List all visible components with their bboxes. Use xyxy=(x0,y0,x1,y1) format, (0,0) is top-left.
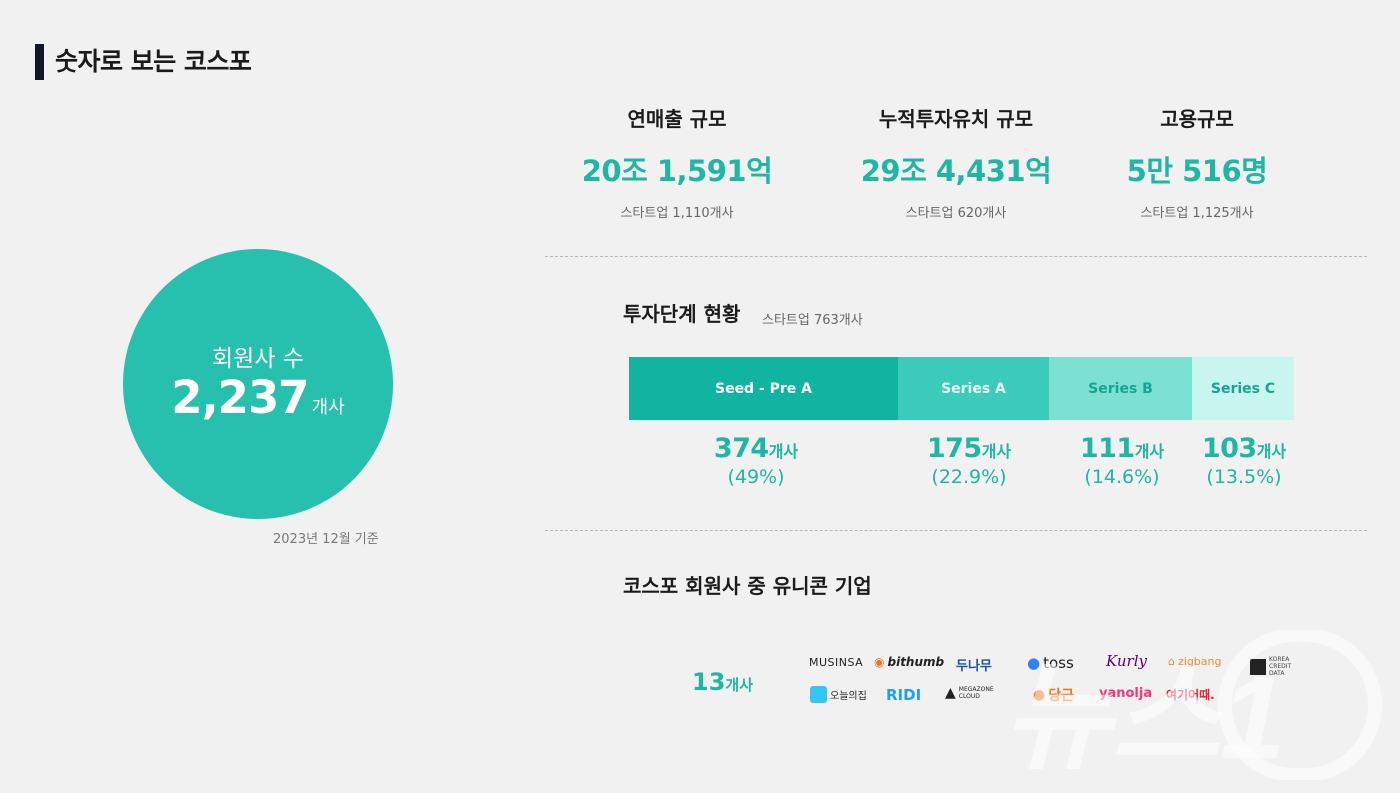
unicorn-count-unit: 개사 xyxy=(725,676,754,694)
stage-count-pct: (22.9%) xyxy=(931,466,1007,488)
stat-value: 29조 4,431억 xyxy=(860,154,1052,188)
news1-watermark-text: 뉴스1 xyxy=(1003,652,1286,780)
logo-zigbang-text: zigbang xyxy=(1177,655,1222,668)
logo-ohouse-text: 오늘의집 xyxy=(830,691,867,702)
member-count-label: 회원사 수 xyxy=(212,346,304,372)
stat-revenue: 연매출 규모 20조 1,591억 스타트업 1,110개사 xyxy=(547,104,807,221)
logo-yanolja-text: yanolja xyxy=(1099,686,1153,701)
logo-musinsa-text: MUSINSA xyxy=(809,656,864,669)
kcd-icon xyxy=(1250,658,1266,675)
logo-toss-text: toss xyxy=(1043,654,1074,672)
carrot-icon: ● xyxy=(1033,687,1046,703)
stage-count-series-b: 111개사 (14.6%) xyxy=(1052,433,1192,488)
stat-sub: 스타트업 1,125개사 xyxy=(1140,206,1254,221)
investment-title: 투자단계 현황 xyxy=(623,302,741,326)
news1-watermark-logo: 뉴스1 xyxy=(1003,628,1382,784)
stat-sub: 스타트업 1,110개사 xyxy=(620,206,734,221)
stage-bar-seed: Seed - Pre A xyxy=(629,357,898,420)
logo-ohouse: 오늘의집 xyxy=(810,686,867,703)
stat-value: 5만 516명 xyxy=(1126,154,1268,188)
investment-sub: 스타트업 763개사 xyxy=(762,313,863,328)
logo-ridi: RIDI xyxy=(886,686,921,704)
ohouse-icon xyxy=(810,686,827,703)
unicorn-count: 13개사 xyxy=(692,668,753,696)
stat-value: 20조 1,591억 xyxy=(581,154,773,188)
divider-bottom xyxy=(545,530,1367,531)
stage-count-number: 374 xyxy=(713,433,769,464)
logo-megazone-text: MEGAZONE CLOUD xyxy=(958,686,994,700)
logo-kcd-text: KOREA CREDIT DATA xyxy=(1269,656,1292,677)
logo-toss: ● toss xyxy=(1027,654,1074,672)
logo-ridi-text: RIDI xyxy=(886,686,922,704)
logo-musinsa: MUSINSA xyxy=(809,656,863,669)
stage-count-number: 111 xyxy=(1079,433,1135,464)
logo-daangn: ● 당근 xyxy=(1033,685,1074,705)
logo-kcd: KOREA CREDIT DATA xyxy=(1250,656,1302,677)
stat-investment: 누적투자유치 규모 29조 4,431억 스타트업 620개사 xyxy=(826,104,1086,221)
stage-count-series-c: 103개사 (13.5%) xyxy=(1174,433,1314,488)
stage-count-seed: 374개사 (49%) xyxy=(686,433,826,488)
logo-megazone: ▲ MEGAZONE CLOUD xyxy=(945,684,1007,701)
member-count-circle: 회원사 수 2,237 개사 xyxy=(123,249,393,519)
stage-bar-series-a: Series A xyxy=(898,357,1049,420)
stage-count-pct: (13.5%) xyxy=(1206,466,1282,488)
logo-dunamu: 두나무 xyxy=(956,655,992,674)
unicorn-count-number: 13 xyxy=(692,668,726,696)
stage-count-number: 175 xyxy=(926,433,982,464)
member-count-unit: 개사 xyxy=(311,397,345,418)
logo-kurly: Kurly xyxy=(1106,652,1147,670)
member-count-value-wrap: 2,237 개사 xyxy=(123,371,393,424)
bithumb-icon: ◉ xyxy=(874,655,885,669)
logo-bithumb: ◉ bithumb xyxy=(874,655,944,669)
stage-count-series-a: 175개사 (22.9%) xyxy=(899,433,1039,488)
as-of-date: 2023년 12월 기준 xyxy=(273,532,379,547)
stage-count-pct: (14.6%) xyxy=(1084,466,1160,488)
unicorn-title: 코스포 회원사 중 유니콘 기업 xyxy=(623,574,872,598)
logo-yanolja: yanolja xyxy=(1099,686,1152,701)
stat-label: 고용규모 xyxy=(1160,107,1234,131)
logo-yeogi: 여기어때. xyxy=(1166,686,1215,703)
stage-bar-series-c: Series C xyxy=(1192,357,1294,420)
logo-zigbang: ⌂ zigbang xyxy=(1168,655,1221,668)
logo-kurly-text: Kurly xyxy=(1106,652,1147,670)
zigbang-icon: ⌂ xyxy=(1168,655,1175,668)
stage-count-unit: 개사 xyxy=(981,442,1012,461)
member-count-value: 2,237 xyxy=(171,371,309,424)
toss-icon: ● xyxy=(1027,654,1041,672)
stage-bar-series-b: Series B xyxy=(1049,357,1192,420)
logo-dunamu-text: 두나무 xyxy=(956,659,992,674)
news1-watermark: 뉴스1 xyxy=(995,628,1390,784)
logo-daangn-text: 당근 xyxy=(1048,688,1074,704)
title-accent-bar xyxy=(35,44,44,80)
stage-count-unit: 개사 xyxy=(768,442,799,461)
megazone-icon: ▲ xyxy=(945,684,956,701)
stat-sub: 스타트업 620개사 xyxy=(905,206,1007,221)
divider-top xyxy=(545,256,1367,257)
stat-label: 연매출 규모 xyxy=(627,107,727,131)
stage-count-number: 103 xyxy=(1201,433,1257,464)
logo-yeogi-text: 여기어때. xyxy=(1166,688,1215,702)
logo-bithumb-text: bithumb xyxy=(887,655,945,669)
page-title: 숫자로 보는 코스포 xyxy=(55,47,252,76)
stage-count-unit: 개사 xyxy=(1256,442,1287,461)
stat-employment: 고용규모 5만 516명 스타트업 1,125개사 xyxy=(1067,104,1327,221)
stage-count-pct: (49%) xyxy=(727,466,785,488)
stage-count-unit: 개사 xyxy=(1134,442,1165,461)
stat-label: 누적투자유치 규모 xyxy=(878,107,1034,131)
